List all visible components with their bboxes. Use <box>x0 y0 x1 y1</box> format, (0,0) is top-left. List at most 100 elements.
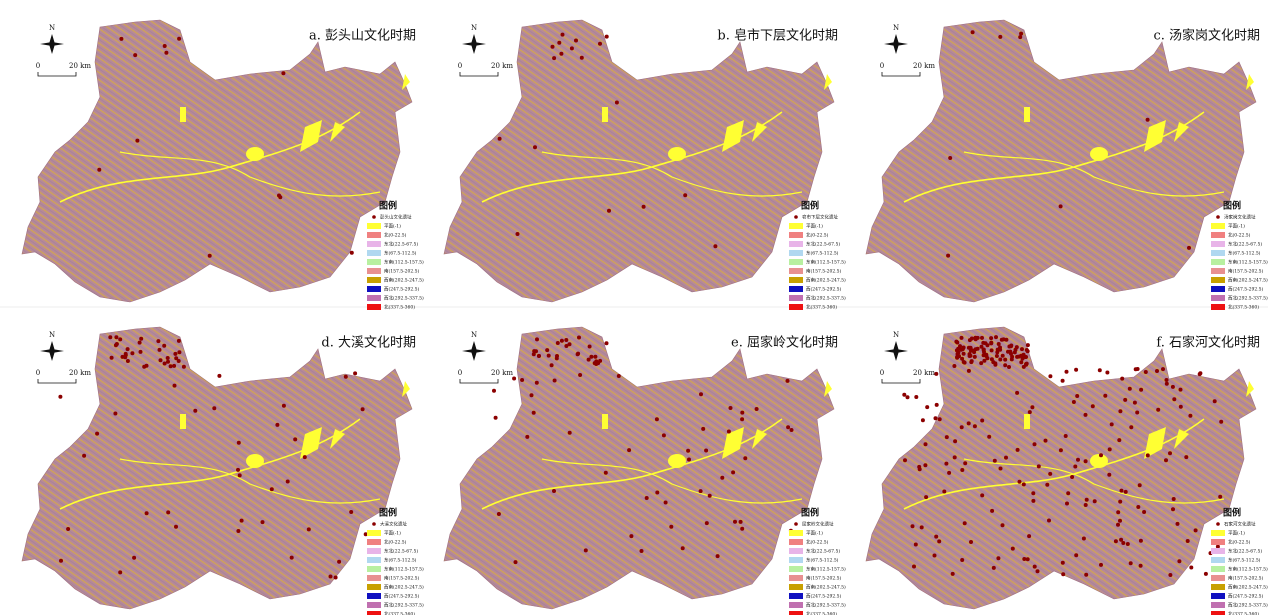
legend-label: 南(157.5-202.5) <box>806 268 842 275</box>
site-dot <box>552 56 557 61</box>
site-dot <box>996 342 1001 346</box>
site-dot <box>132 555 137 560</box>
site-dot <box>560 32 565 37</box>
site-dot <box>289 555 294 560</box>
site-dot <box>955 355 960 359</box>
site-dot <box>733 519 737 524</box>
site-dot <box>1178 404 1183 409</box>
legend-label: 东南(112.5-157.5) <box>1228 259 1268 266</box>
legend-swatch <box>789 611 803 615</box>
site-dot <box>1156 407 1161 412</box>
site-dot <box>513 560 518 565</box>
site-dot <box>157 347 162 352</box>
site-dot <box>1116 522 1120 527</box>
site-dot <box>1076 457 1080 462</box>
legend-label: 北(337.5-360) <box>1228 611 1259 615</box>
legend-label: 南(157.5-202.5) <box>384 575 420 582</box>
site-dot <box>181 364 186 369</box>
legend-label: 西北(292.5-337.5) <box>806 295 846 302</box>
site-dot <box>492 388 496 393</box>
site-dot <box>531 410 536 415</box>
site-dot <box>349 510 354 514</box>
site-dot <box>1009 343 1014 348</box>
site-dot <box>948 156 953 160</box>
legend-swatch <box>1211 611 1225 615</box>
legend-label: 东北(22.5-67.5) <box>1228 548 1262 555</box>
legend-swatch <box>1211 250 1225 256</box>
site-dot <box>644 496 649 500</box>
legend-swatch <box>367 232 381 238</box>
panel-title: c. 汤家岗文化时期 <box>1153 28 1260 44</box>
site-dot <box>567 342 572 347</box>
site-dot <box>1120 376 1125 381</box>
site-dot <box>990 508 995 513</box>
site-dot <box>704 448 709 453</box>
north-arrow <box>884 34 908 54</box>
site-dot <box>998 466 1003 471</box>
legend-label: 东(67.5-112.5) <box>384 250 417 257</box>
site-dot <box>587 344 592 349</box>
site-dot <box>1045 482 1050 487</box>
legend-swatch <box>367 566 381 572</box>
legend-label: 东(67.5-112.5) <box>1228 557 1261 564</box>
site-dot <box>1019 31 1024 36</box>
legend-label: 平面(-1) <box>806 530 823 537</box>
site-dot <box>959 425 964 430</box>
scale-end: 20 km <box>913 62 935 70</box>
site-dot <box>174 524 178 529</box>
site-dot <box>1132 400 1137 405</box>
legend-swatch <box>789 250 803 256</box>
site-dot <box>135 138 140 143</box>
site-dot <box>349 250 354 255</box>
site-dot <box>177 350 182 355</box>
site-dot <box>531 352 536 357</box>
site-dot <box>164 50 169 55</box>
site-dot <box>1145 117 1150 122</box>
site-dot <box>966 345 971 350</box>
legend-label: 西北(292.5-337.5) <box>384 602 424 609</box>
legend-swatch <box>367 250 381 256</box>
site-dot <box>698 489 703 494</box>
scale-start: 0 <box>36 369 40 377</box>
legend-label: 西北(292.5-337.5) <box>806 602 846 609</box>
legend-swatch <box>1211 575 1225 581</box>
site-dot <box>535 337 539 342</box>
site-dot <box>193 408 198 413</box>
site-dot <box>156 339 161 344</box>
legend-swatch <box>789 530 803 536</box>
site-dot <box>1116 510 1121 515</box>
north-label: N <box>471 331 477 339</box>
legend-label: 东北(22.5-67.5) <box>1228 241 1262 248</box>
site-dot <box>1083 412 1088 417</box>
site-dot <box>550 44 555 49</box>
site-dot <box>1061 572 1066 577</box>
legend-swatch <box>367 530 381 536</box>
site-dot <box>545 348 550 353</box>
site-dot <box>923 442 928 447</box>
legend-label: 南(157.5-202.5) <box>1228 575 1264 582</box>
legend-swatch <box>1211 268 1225 274</box>
scale-bar <box>881 72 921 77</box>
site-dot <box>515 232 520 236</box>
site-dot <box>1083 503 1088 507</box>
legend-title: 图例 <box>379 200 397 212</box>
site-dot <box>1123 397 1128 402</box>
site-dot <box>1017 479 1022 484</box>
site-dot <box>614 100 619 105</box>
site-dot <box>789 428 794 432</box>
north-arrow <box>462 34 486 54</box>
site-dot <box>118 570 123 575</box>
site-dot <box>525 434 530 439</box>
site-dot <box>119 36 124 41</box>
site-dot <box>944 461 949 466</box>
site-dot <box>1019 360 1024 365</box>
legend-title: 图例 <box>379 507 397 519</box>
site-dot <box>952 455 957 460</box>
legend-label: 东北(22.5-67.5) <box>384 548 418 555</box>
site-dot <box>934 371 939 376</box>
legend-swatch <box>367 575 381 581</box>
site-dot <box>1031 498 1036 503</box>
site-dot <box>133 53 138 58</box>
